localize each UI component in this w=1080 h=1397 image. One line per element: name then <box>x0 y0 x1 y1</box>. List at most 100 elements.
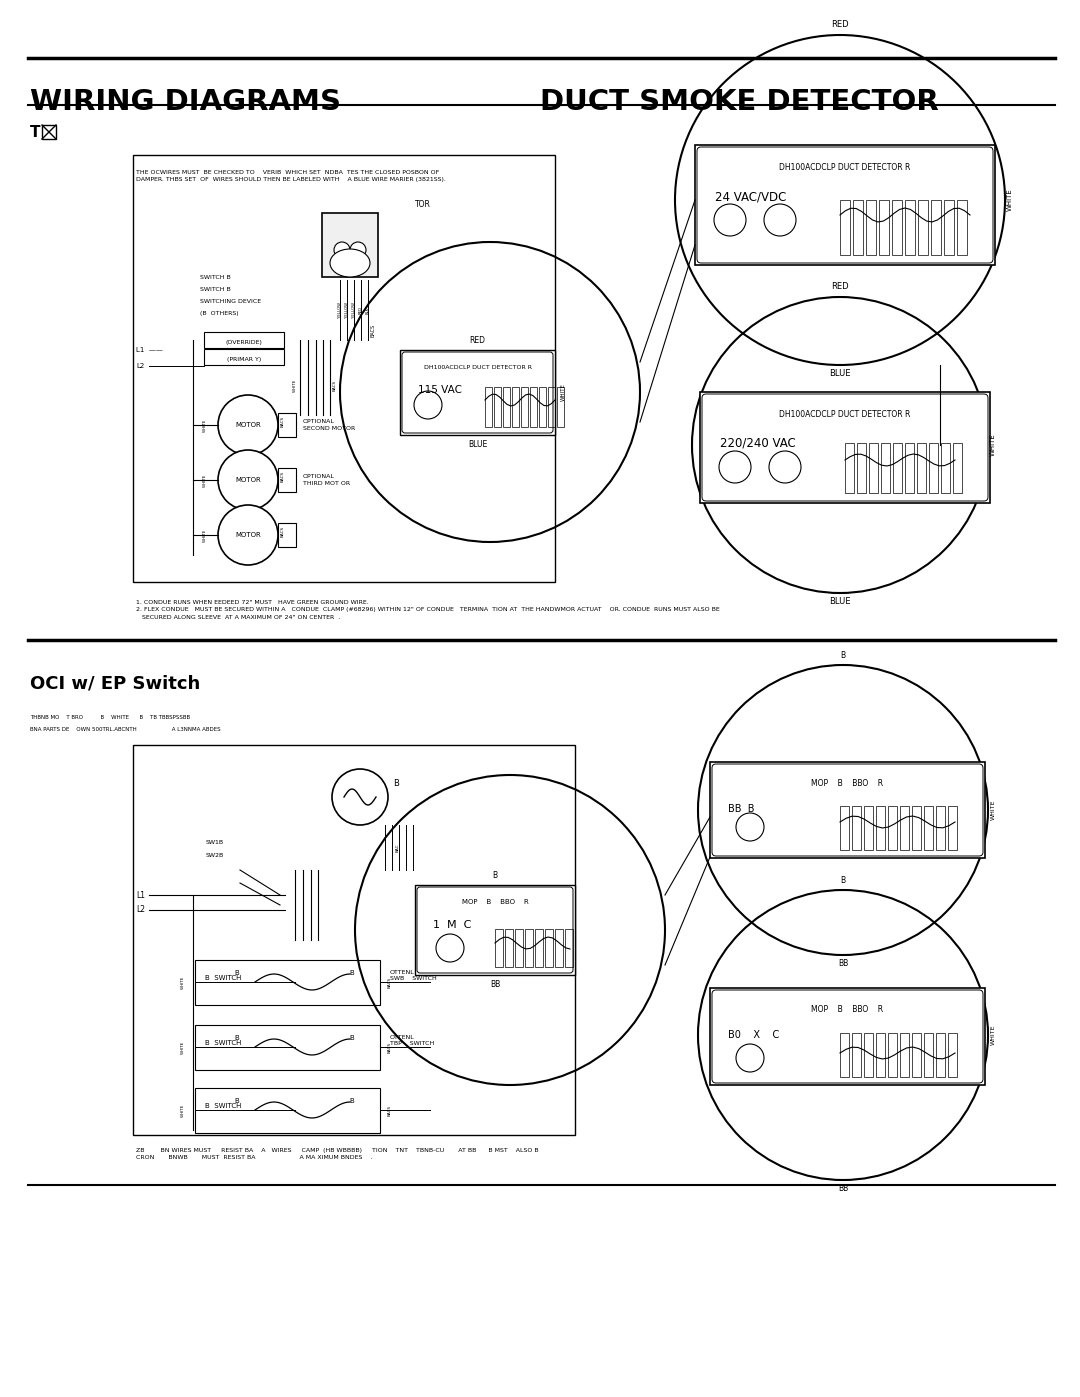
Text: T: T <box>30 124 41 140</box>
Text: BACS: BACS <box>281 415 285 426</box>
Text: BB  B: BB B <box>728 805 755 814</box>
Text: THBNB MO    T BRO          B    WHITE      B    TB TBBSPSSBB: THBNB MO T BRO B WHITE B TB TBBSPSSBB <box>30 715 190 719</box>
Circle shape <box>334 242 350 258</box>
Text: OPTIONAL
THIRD MOT OR: OPTIONAL THIRD MOT OR <box>303 474 350 486</box>
Bar <box>710 761 985 858</box>
Circle shape <box>764 204 796 236</box>
Bar <box>900 806 909 849</box>
Text: BB: BB <box>838 1185 848 1193</box>
Bar <box>133 155 555 583</box>
Bar <box>495 929 503 967</box>
Circle shape <box>414 391 442 419</box>
Bar <box>888 1032 897 1077</box>
Text: B: B <box>350 1098 354 1104</box>
Text: RED: RED <box>832 20 849 29</box>
Text: (OVERRIDE): (OVERRIDE) <box>226 339 262 345</box>
Bar <box>415 886 575 975</box>
Text: OCI w/ EP Switch: OCI w/ EP Switch <box>30 675 200 693</box>
Bar <box>840 200 850 256</box>
Bar <box>918 200 928 256</box>
Bar <box>876 1032 885 1077</box>
Bar <box>696 145 995 265</box>
Text: WHITE: WHITE <box>1007 189 1013 211</box>
Text: B: B <box>234 1098 240 1104</box>
Text: SW1B: SW1B <box>206 840 225 845</box>
Bar <box>905 443 914 493</box>
Bar <box>539 387 546 427</box>
Circle shape <box>218 450 278 510</box>
Text: BAC: BAC <box>396 844 400 852</box>
Circle shape <box>719 451 751 483</box>
Text: (B  OTHERS): (B OTHERS) <box>200 312 239 316</box>
Bar <box>525 929 534 967</box>
Bar <box>195 960 380 1004</box>
Bar <box>912 806 921 849</box>
Bar <box>530 387 537 427</box>
Text: OTTENL
TBP    SWITCH: OTTENL TBP SWITCH <box>390 1035 434 1046</box>
Text: SW2B: SW2B <box>206 854 225 858</box>
Text: BB: BB <box>490 981 500 989</box>
Text: B: B <box>234 970 240 977</box>
Text: OPTIONAL
SECOND MOTOR: OPTIONAL SECOND MOTOR <box>303 419 355 430</box>
Ellipse shape <box>330 249 370 277</box>
Bar <box>555 929 563 967</box>
Circle shape <box>332 768 388 826</box>
Bar <box>957 200 967 256</box>
Text: L1: L1 <box>136 890 145 900</box>
Text: WHITE: WHITE <box>203 528 207 542</box>
Bar <box>515 929 523 967</box>
Text: WHITE: WHITE <box>203 474 207 486</box>
Circle shape <box>436 935 464 963</box>
Text: WHITE: WHITE <box>181 1041 185 1053</box>
Bar <box>858 443 866 493</box>
Text: ZB        BN WIRES MUST     RESIST BA    A   WIRES     CAMP  (HB WBBBB)     TION: ZB BN WIRES MUST RESIST BA A WIRES CAMP … <box>136 1148 539 1161</box>
Text: 220/240 VAC: 220/240 VAC <box>720 437 796 450</box>
Bar <box>278 522 296 548</box>
Bar <box>876 806 885 849</box>
Text: YELLOW: YELLOW <box>352 302 356 319</box>
Bar <box>840 1032 849 1077</box>
Text: WHITE: WHITE <box>293 379 297 391</box>
Bar <box>941 443 950 493</box>
Circle shape <box>218 395 278 455</box>
Bar <box>512 387 519 427</box>
Text: TOR: TOR <box>415 200 431 210</box>
Circle shape <box>735 813 764 841</box>
Text: B  SWITCH: B SWITCH <box>205 975 241 981</box>
Bar <box>503 387 510 427</box>
Bar <box>866 200 876 256</box>
Bar <box>869 443 878 493</box>
Bar <box>322 212 378 277</box>
Text: RED: RED <box>359 306 363 314</box>
Text: BACS: BACS <box>388 1105 392 1116</box>
Text: BACS: BACS <box>388 1041 392 1052</box>
Text: BLK: BLK <box>366 306 370 313</box>
Text: MOP    B    BBO    R: MOP B BBO R <box>811 1004 883 1014</box>
Bar <box>700 393 990 503</box>
Bar <box>917 443 926 493</box>
Bar <box>535 929 543 967</box>
Text: B: B <box>492 870 498 880</box>
Text: SWITCH B: SWITCH B <box>200 275 231 279</box>
Bar <box>565 929 573 967</box>
Bar <box>204 349 284 365</box>
Bar <box>195 1025 380 1070</box>
Bar <box>881 443 890 493</box>
Text: RED: RED <box>832 282 849 291</box>
Text: B  SWITCH: B SWITCH <box>205 1039 241 1046</box>
Circle shape <box>350 242 366 258</box>
Bar <box>840 806 849 849</box>
Text: 24 VAC/VDC: 24 VAC/VDC <box>715 190 786 203</box>
Bar <box>485 387 492 427</box>
Bar <box>400 351 555 434</box>
Bar <box>278 414 296 437</box>
Text: BACS: BACS <box>370 324 376 337</box>
Bar <box>133 745 575 1134</box>
Bar <box>195 1088 380 1133</box>
Bar <box>953 443 962 493</box>
Text: DH100ACDCLP DUCT DETECTOR R: DH100ACDCLP DUCT DETECTOR R <box>780 163 910 172</box>
Text: SWITCH B: SWITCH B <box>200 286 231 292</box>
Bar <box>900 1032 909 1077</box>
Text: MOTOR: MOTOR <box>235 476 261 483</box>
Bar <box>521 387 528 427</box>
